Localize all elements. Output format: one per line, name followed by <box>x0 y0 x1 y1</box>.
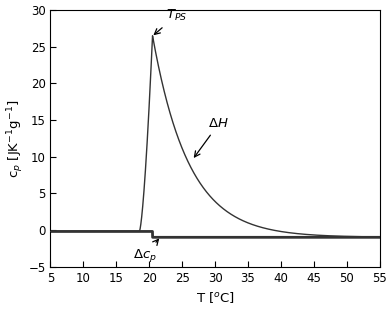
Y-axis label: c$_p$ [JK$^{-1}$g$^{-1}$]: c$_p$ [JK$^{-1}$g$^{-1}$] <box>5 99 25 178</box>
X-axis label: T [$^{o}$C]: T [$^{o}$C] <box>196 290 234 305</box>
Text: $\Delta H$: $\Delta H$ <box>194 117 229 157</box>
Text: $T_{PS}$: $T_{PS}$ <box>154 8 187 34</box>
Text: $\Delta c_p$: $\Delta c_p$ <box>133 239 158 264</box>
